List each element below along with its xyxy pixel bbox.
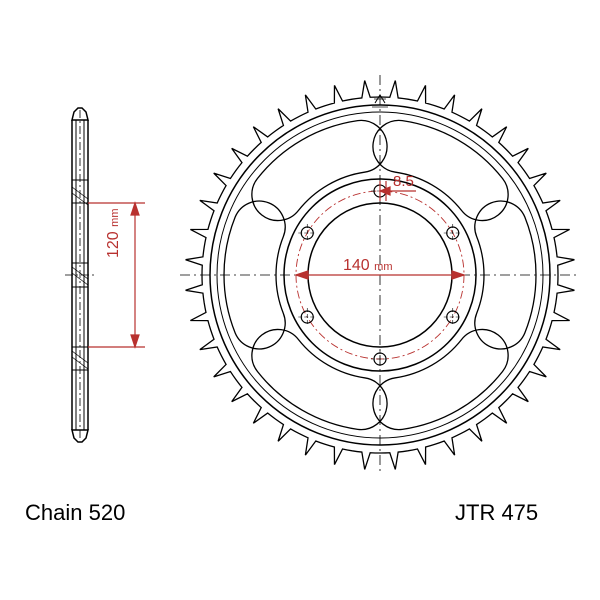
dim-8-5-value: 8.5: [393, 173, 414, 190]
side-view: [65, 108, 95, 442]
chain-label: Chain 520: [25, 500, 125, 526]
dim-120-value: 120 mm: [105, 209, 123, 258]
technical-drawing: 120 mm 140 mm 8.5 Chain 520 JTR 475: [0, 0, 600, 600]
part-number-label: JTR 475: [455, 500, 538, 526]
dim-140-value: 140 mm: [343, 257, 392, 275]
